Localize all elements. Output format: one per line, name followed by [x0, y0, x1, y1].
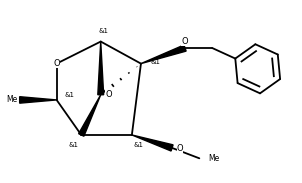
Text: &1: &1: [150, 59, 160, 65]
Text: &1: &1: [133, 142, 143, 148]
Text: O: O: [105, 90, 112, 99]
Polygon shape: [141, 45, 186, 64]
Polygon shape: [79, 95, 101, 136]
Text: Me: Me: [208, 154, 220, 163]
Text: &1: &1: [99, 28, 109, 34]
Polygon shape: [132, 135, 173, 151]
Text: O: O: [181, 37, 188, 46]
Text: O: O: [177, 144, 183, 153]
Text: &1: &1: [65, 92, 75, 98]
Text: O: O: [53, 59, 60, 68]
Polygon shape: [98, 42, 104, 95]
Text: Me: Me: [6, 95, 17, 104]
Polygon shape: [20, 97, 57, 103]
Text: &1: &1: [69, 142, 79, 148]
